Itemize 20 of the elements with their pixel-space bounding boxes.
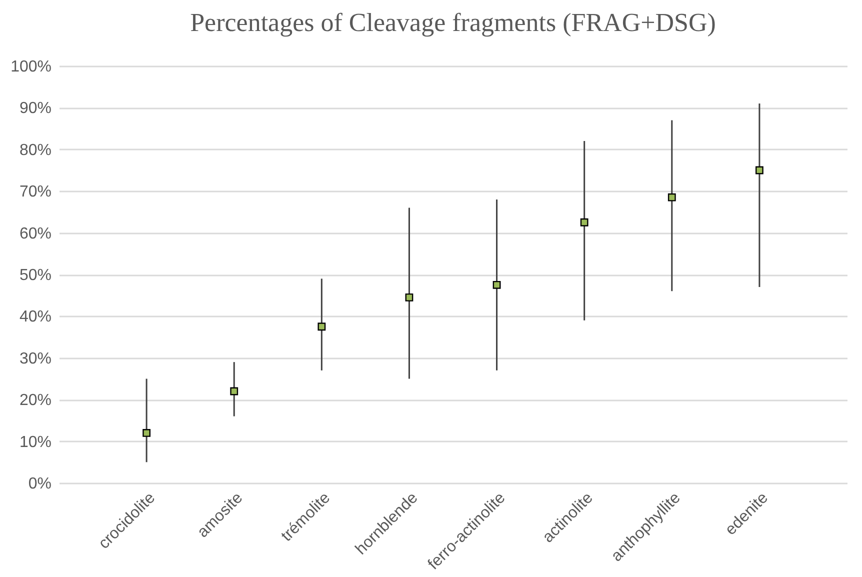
point xyxy=(405,293,414,302)
point xyxy=(668,193,676,202)
point xyxy=(755,166,764,174)
y-tick-label: 60% xyxy=(19,225,52,242)
y-tick-label: 70% xyxy=(19,184,52,201)
chart-title: Percentages of Cleavage fragments (FRAG+DSG) xyxy=(190,8,716,37)
y-tick-label: 30% xyxy=(19,350,52,368)
y-tick-label: 20% xyxy=(19,392,52,410)
y-tick-label: 90% xyxy=(19,100,52,118)
point xyxy=(142,429,151,437)
y-tick-label: 0% xyxy=(28,476,52,492)
point xyxy=(492,280,501,289)
point xyxy=(580,218,588,226)
y-tick-label: 80% xyxy=(19,142,52,159)
point xyxy=(230,387,238,396)
y-tick-label: 50% xyxy=(19,267,52,284)
y-tick-label: 100% xyxy=(10,58,52,76)
point xyxy=(318,322,326,331)
y-tick-label: 10% xyxy=(19,434,52,451)
y-tick-label: 40% xyxy=(19,308,52,326)
